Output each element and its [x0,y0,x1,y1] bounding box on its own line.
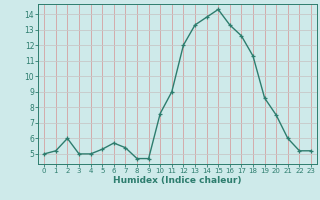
X-axis label: Humidex (Indice chaleur): Humidex (Indice chaleur) [113,176,242,185]
